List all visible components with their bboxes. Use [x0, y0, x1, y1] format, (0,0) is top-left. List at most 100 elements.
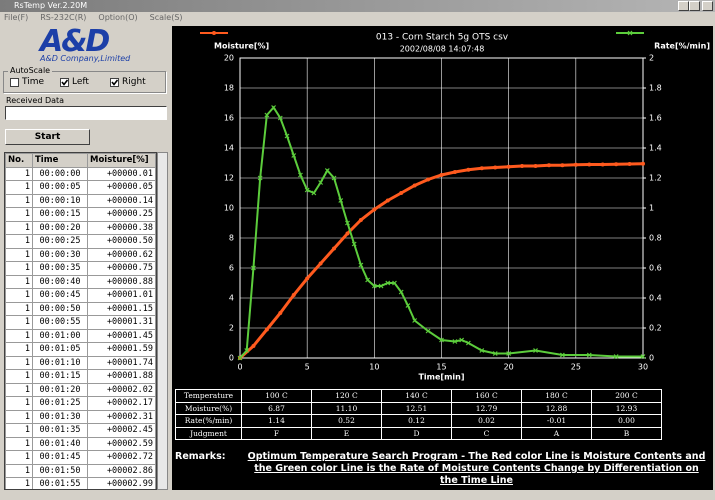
x-tick-label: 25 [571, 363, 581, 372]
data-point [492, 351, 498, 356]
legend-marker [212, 31, 216, 35]
table-row: 1 00:00:35 +00000.75 [5, 261, 156, 276]
summary-cell: Temperature [175, 389, 242, 403]
received-label: Received Data [6, 96, 65, 105]
checkbox-label: Time [22, 77, 45, 87]
checkbox[interactable] [10, 78, 19, 87]
start-button[interactable]: Start [5, 129, 90, 145]
data-point [439, 337, 444, 343]
y-tick-label: 10 [224, 204, 234, 213]
table-cell: 00:01:00 [32, 328, 88, 343]
table-cell: +00002.99 [87, 477, 156, 489]
data-point [378, 283, 384, 289]
data-point [613, 354, 619, 359]
table-cell: 1 [5, 423, 33, 438]
data-point [385, 280, 391, 286]
table-cell: 1 [5, 180, 33, 195]
menu-item[interactable]: Scale(S) [149, 13, 183, 22]
summary-table: Temperature 100 C 120 C 140 C 160 C 180 C 200 … [175, 389, 662, 440]
header-cell: No. [5, 153, 33, 168]
table-row: 1 00:01:05 +00001.59 [5, 342, 156, 357]
table-cell: 1 [5, 261, 33, 276]
data-point [479, 348, 485, 353]
minimize-button[interactable] [678, 1, 689, 11]
data-point [459, 337, 465, 343]
data-point [331, 175, 337, 181]
x-tick-label: 30 [638, 363, 648, 372]
menu-item[interactable]: RS-232C(R) [40, 13, 87, 22]
menu-item[interactable]: Option(O) [98, 13, 138, 22]
summary-cell: 0.00 [591, 414, 662, 428]
received-input[interactable] [5, 106, 167, 120]
summary-cell: 12.79 [451, 401, 522, 415]
data-point [533, 348, 538, 353]
table-cell: 00:00:35 [32, 261, 88, 276]
table-cell: 1 [5, 193, 33, 208]
summary-cell: 0.02 [451, 414, 522, 428]
data-line [239, 105, 643, 359]
scrollbar[interactable] [157, 152, 168, 490]
summary-cell: Judgment [175, 426, 242, 440]
data-point [318, 261, 323, 266]
table-cell: +00001.31 [87, 315, 156, 330]
table-cell: 00:00:45 [32, 288, 88, 303]
table-cell: 1 [5, 315, 33, 330]
y2-tick-label: 0.6 [649, 264, 662, 273]
table-cell: 1 [5, 328, 33, 343]
table-cell: 00:01:30 [32, 409, 88, 424]
checkbox[interactable] [110, 78, 119, 87]
y-tick-label: 20 [224, 54, 234, 63]
table-cell: +00002.31 [87, 409, 156, 424]
x-tick-label: 10 [369, 363, 379, 372]
y-tick-label: 4 [229, 294, 234, 303]
chart: 013 - Corn Starch 5g OTS csv 2002/08/08 1… [200, 30, 710, 382]
data-point [332, 246, 337, 251]
table-row: 1 00:00:20 +00000.38 [5, 220, 156, 235]
table-cell: 1 [5, 166, 33, 181]
table-row: 1 00:01:20 +00002.02 [5, 382, 156, 397]
y2-tick-label: 1 [649, 204, 654, 213]
summary-row: Rate(%/min) 1.14 0.52 0.12 0.02 -0.01 0.00 [175, 414, 662, 428]
data-point [560, 163, 565, 168]
data-point [345, 231, 350, 236]
table-row: 1 00:00:45 +00001.01 [5, 288, 156, 303]
data-point [398, 289, 404, 295]
data-point [278, 311, 283, 315]
table-cell: 00:00:55 [32, 315, 88, 330]
data-point [399, 191, 404, 195]
maximize-button[interactable] [689, 1, 700, 11]
table-cell: +00001.15 [87, 301, 156, 316]
summary-cell: 100 C [241, 389, 312, 403]
group-label: AutoScale [8, 66, 53, 75]
table-cell: +00002.17 [87, 396, 156, 411]
data-point [546, 163, 551, 168]
chart-title: 013 - Corn Starch 5g OTS csv [376, 33, 509, 43]
data-point [452, 339, 458, 344]
data-point [466, 167, 471, 172]
table-cell: +00001.74 [87, 355, 156, 370]
data-point [264, 327, 269, 332]
table-cell: 1 [5, 288, 33, 303]
check-mark [111, 79, 119, 86]
autoscale-group [3, 71, 166, 93]
summary-cell: 120 C [311, 389, 382, 403]
table-cell: +00002.59 [87, 436, 156, 451]
summary-cell: F [241, 426, 312, 440]
data-point [365, 277, 371, 283]
data-point [244, 348, 250, 353]
y2-tick-label: 1.4 [649, 144, 662, 153]
data-point [600, 162, 605, 167]
data-point [520, 164, 525, 168]
table-cell: 1 [5, 301, 33, 316]
table-cell: +00000.25 [87, 207, 156, 222]
close-button[interactable] [702, 1, 713, 11]
menu-item[interactable]: File(F) [4, 13, 29, 22]
data-point [465, 340, 471, 346]
data-point [251, 344, 256, 348]
y-axis-label: Moisture[%] [214, 42, 269, 51]
data-point [358, 262, 364, 268]
summary-cell: Moisture(%) [175, 401, 242, 415]
checkbox[interactable] [60, 78, 69, 87]
data-point [425, 328, 431, 334]
